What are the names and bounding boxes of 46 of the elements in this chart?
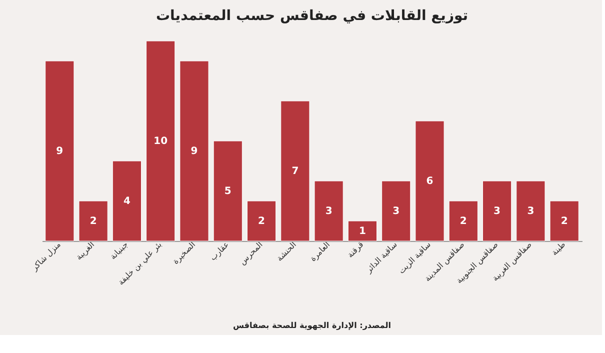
x-tick-label: قرقنة xyxy=(346,240,366,260)
x-tick-label: طينة xyxy=(550,240,568,258)
x-tick-label: جبنيانة xyxy=(108,240,130,262)
x-tick-label: المحرس xyxy=(238,240,264,267)
bar xyxy=(246,200,276,242)
bar xyxy=(78,200,108,242)
chart-title: توزيع القابلات في صفاقس حسب المعتمديات xyxy=(156,8,468,24)
data-label: 3 xyxy=(392,206,400,217)
bar xyxy=(550,200,579,242)
data-label: 5 xyxy=(224,186,232,197)
x-tick-label: منزل شاكر xyxy=(29,240,62,274)
x-tick-label: عقارب xyxy=(208,240,231,262)
bar xyxy=(382,180,411,242)
bar xyxy=(415,120,444,242)
data-label: 2 xyxy=(560,216,568,227)
text: المصدر: الإدارة الجهوية للصحة بصفاقس xyxy=(232,321,392,330)
bar xyxy=(516,180,546,242)
x-tick-label: ساقية الدائر xyxy=(364,240,400,276)
data-label: 2 xyxy=(460,216,467,227)
x-tick-label: العامرة xyxy=(308,240,332,264)
data-label: 2 xyxy=(90,216,97,227)
bar xyxy=(213,140,242,242)
x-tick-label: الحنشة xyxy=(274,240,298,264)
bar xyxy=(348,220,378,242)
data-label: 4 xyxy=(123,196,130,207)
bar xyxy=(482,180,512,242)
x-tick-label: الغريبة xyxy=(74,240,96,262)
bar xyxy=(45,60,74,242)
bar xyxy=(112,160,142,242)
data-label: 9 xyxy=(190,146,198,157)
bar xyxy=(314,180,344,242)
bar xyxy=(146,40,176,242)
data-label: 3 xyxy=(325,206,332,217)
data-label: 1 xyxy=(358,226,366,237)
data-label: 3 xyxy=(527,206,534,217)
data-label: 2 xyxy=(258,216,266,227)
data-label: 6 xyxy=(426,176,434,187)
bar xyxy=(180,60,209,242)
data-label: 3 xyxy=(494,206,501,217)
data-label: 10 xyxy=(154,136,168,147)
bar xyxy=(280,100,310,242)
bar xyxy=(448,200,478,242)
data-label: 9 xyxy=(56,146,64,157)
data-label: 7 xyxy=(292,166,299,177)
x-tick-label: الصخيرة xyxy=(171,240,198,266)
x-tick-label: ساقية الزيت xyxy=(396,240,433,276)
